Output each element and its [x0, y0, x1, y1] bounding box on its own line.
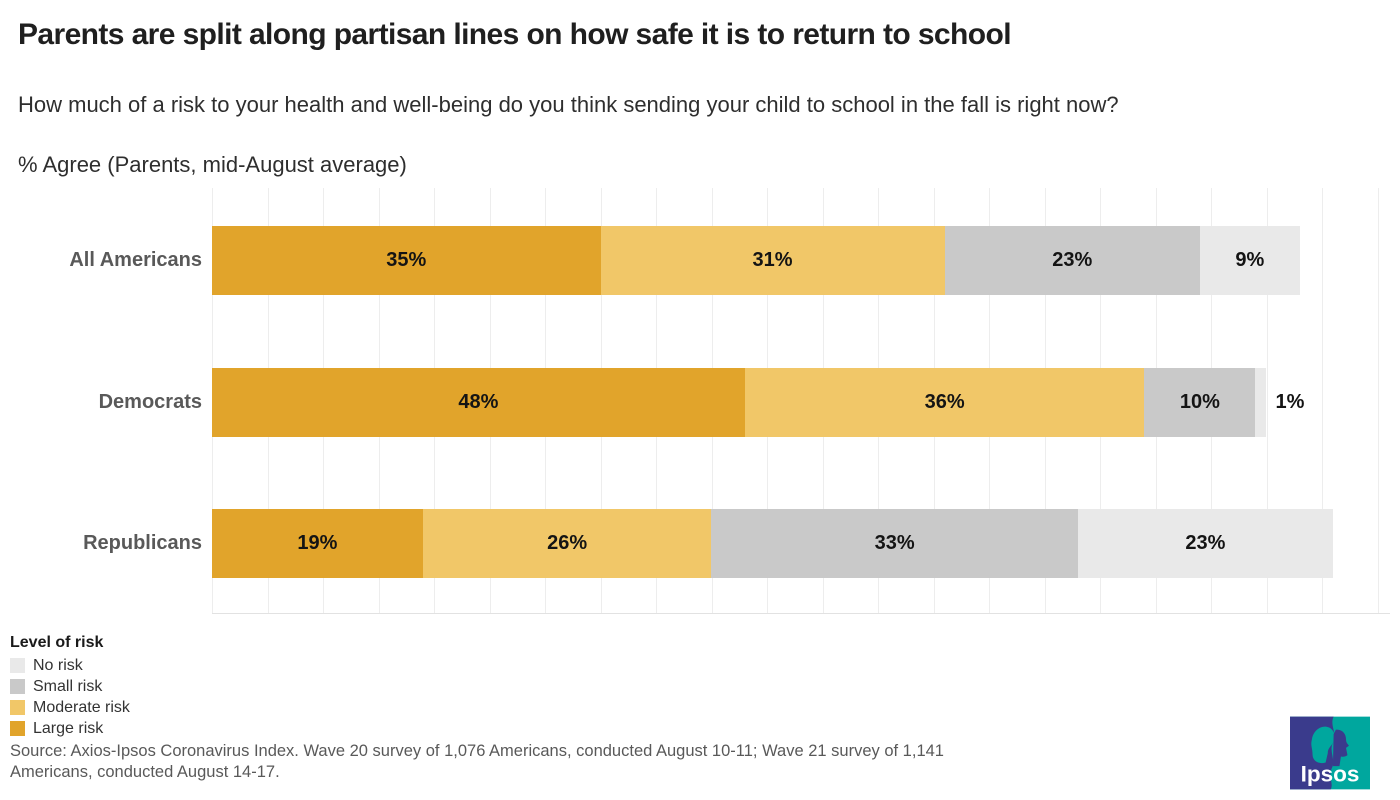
bar-row: 48% 36% 10% — [212, 368, 1267, 437]
bar-segment: 10% — [1144, 368, 1256, 437]
segment-value-label: 31% — [752, 249, 793, 271]
chart-note: % Agree (Parents, mid-August average) — [18, 152, 407, 177]
segment-value-label: 10% — [1179, 391, 1220, 413]
bar-segment: 9% — [1199, 226, 1300, 295]
bar-segment: 26% — [422, 509, 712, 578]
gridline — [1322, 188, 1323, 613]
bar-row: 35% 31% 23% 9% — [212, 226, 1300, 295]
chart-subtitle: How much of a risk to your health and we… — [18, 92, 1119, 117]
bar-segment: 35% — [212, 226, 601, 295]
bar-segment: 36% — [744, 368, 1145, 437]
legend-swatch — [10, 679, 25, 694]
logo-face-left-icon — [1311, 726, 1335, 764]
segment-value-label: 19% — [297, 532, 338, 554]
outside-value-label: 1% — [1275, 391, 1305, 413]
segment-value-label: 23% — [1052, 249, 1093, 271]
segment-value-label: 33% — [874, 532, 915, 554]
ipsos-logo: Ipsos — [1290, 716, 1370, 790]
legend-item-label: Small risk — [33, 677, 103, 695]
bar-segment: 31% — [600, 226, 945, 295]
segment-value-label: 48% — [458, 391, 499, 413]
legend-item-label: Large risk — [33, 719, 104, 737]
segment-value-label: 23% — [1185, 532, 1226, 554]
segment-value-label: 35% — [386, 249, 427, 271]
chart-title: Parents are split along partisan lines o… — [18, 18, 1012, 51]
legend-item: No risk — [10, 655, 130, 676]
legend-item-label: No risk — [33, 656, 83, 674]
bar-segment: 19% — [212, 509, 423, 578]
legend-item: Large risk — [10, 718, 130, 739]
category-label: All Americans — [69, 248, 202, 271]
bar-segment: 33% — [711, 509, 1078, 578]
legend-swatch — [10, 658, 25, 673]
logo-face-right-icon — [1332, 729, 1349, 767]
legend-swatch — [10, 700, 25, 715]
bar-segment: 48% — [212, 368, 745, 437]
segment-value-label: 36% — [924, 391, 965, 413]
gridline — [1266, 188, 1268, 613]
category-label: Republicans — [83, 531, 202, 554]
segment-value-label: 9% — [1235, 249, 1265, 271]
category-label: Democrats — [98, 390, 202, 413]
gridline — [1377, 188, 1379, 613]
bar-segment — [1255, 368, 1267, 437]
segment-value-label: 26% — [547, 532, 588, 554]
legend-items: No risk Small risk Moderate risk Large risk — [10, 655, 130, 739]
plot-area: 35% 31% 23% 9% 1% 48% 36% 10% 19% 26% 33% 23% — [212, 188, 1390, 614]
bar-segment: 23% — [944, 226, 1200, 295]
logo-text: Ipsos — [1301, 761, 1360, 786]
legend: Level of risk No risk Small risk Moderate … — [10, 634, 130, 739]
source-text: Source: Axios-Ipsos Coronavirus Index. W… — [10, 742, 944, 781]
legend-title: Level of risk — [10, 634, 104, 651]
bar-row: 19% 26% 33% 23% — [212, 509, 1334, 578]
legend-item-label: Moderate risk — [33, 698, 130, 716]
legend-swatch — [10, 721, 25, 736]
bar-segment: 23% — [1077, 509, 1334, 578]
legend-item: Small risk — [10, 676, 130, 697]
legend-item: Moderate risk — [10, 697, 130, 718]
